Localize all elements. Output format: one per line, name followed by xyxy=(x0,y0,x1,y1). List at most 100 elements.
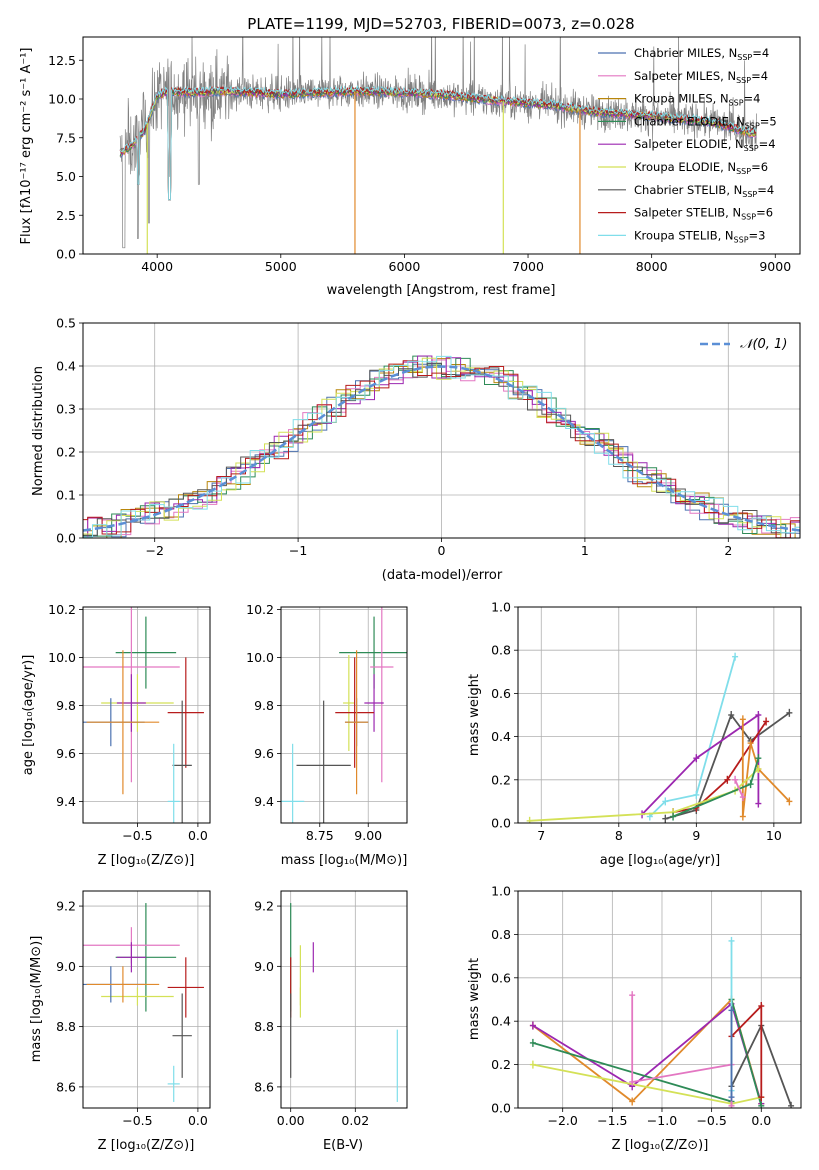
massweight-vs-age-y-tick-label: 1.0 xyxy=(491,600,511,615)
mass-weight-vs-metallicity-ylabel: mass weight xyxy=(467,958,482,1040)
age-vs-mass-y-tick-label: 9.4 xyxy=(254,794,274,809)
spectrum-legend-subscript: SSP xyxy=(736,167,751,176)
spectrum-plot-area: 4000 5000 6000 7000 8000 9000 0.0 2.5 5.0 7.5 10.0… xyxy=(48,36,801,274)
massweight-vs-Z-y-tick-label: 0.0 xyxy=(491,1101,511,1116)
spectrum-x-tick-label: 7000 xyxy=(512,259,544,274)
spectrum-legend-subscript: SSP xyxy=(745,121,760,130)
age-vs-mass-y-tick-label: 10.2 xyxy=(246,602,274,617)
age-vs-Z-frame xyxy=(82,606,211,824)
spectrum-legend-name: Salpeter MILES, N xyxy=(634,69,736,83)
mass-vs-Z-y-tick-label: 8.8 xyxy=(56,1019,76,1034)
spectrum-frame xyxy=(82,36,801,255)
residuals-y-tick-label: 0.2 xyxy=(56,445,76,460)
spectrum-x-tick-label: 4000 xyxy=(141,259,173,274)
residuals-y-tick-label: 0.4 xyxy=(56,359,76,374)
residuals-plot-area: −2 −1 0 1 2 0.0 0.1 0.2 0.3 0.4 0.5 xyxy=(56,316,801,558)
spectrum-y-tick-label: 2.5 xyxy=(56,208,76,223)
massweight-vs-Z-x-tick-label: −2.0 xyxy=(548,1113,578,1128)
massweight-vs-Z-y-tick-label: 0.2 xyxy=(491,1057,511,1072)
residuals-panel: −2 −1 0 1 2 0.0 0.1 0.2 0.3 0.4 0.5 (data-model)/e… xyxy=(31,316,801,583)
massweight-vs-age-x-tick-label: 9 xyxy=(692,828,700,843)
mass-vs-reddening-xlabel: E(B-V) xyxy=(323,1138,363,1153)
mass-vs-reddening-panel: 0.00 0.02 8.6 8.8 9.0 9.2 E(B-V) xyxy=(254,890,408,1153)
massweight-vs-Z-x-tick-label: −0.5 xyxy=(696,1113,726,1128)
massweight-vs-age-y-tick-label: 0.8 xyxy=(491,643,511,658)
age-vs-Z-y-tick-label: 9.6 xyxy=(56,746,76,761)
massweight-vs-age-frame xyxy=(517,606,802,824)
age-vs-Z-y-tick-label: 9.4 xyxy=(56,794,76,809)
mass-vs-EBV-y-tick-label: 8.8 xyxy=(254,1019,274,1034)
spectrum-legend-suffix: =4 xyxy=(751,69,768,83)
spectrum-x-tick-label: 9000 xyxy=(759,259,791,274)
massweight-vs-age-y-tick-label: 0.4 xyxy=(491,729,511,744)
spectrum-legend-label: Salpeter ELODIE, NSSP=4 xyxy=(634,137,776,153)
mass-weight-vs-age-ylabel: mass weight xyxy=(467,674,482,756)
residuals-xlabel: (data-model)/error xyxy=(382,568,503,583)
age-vs-mass-panel: 8.75 9.00 9.4 9.6 9.8 10.0 10.2 mass [log₁₀(M/… xyxy=(246,602,408,868)
age-vs-mass-frame xyxy=(280,606,408,824)
spectrum-y-tick-label: 5.0 xyxy=(56,169,76,184)
spectrum-legend-suffix: =4 xyxy=(759,137,776,151)
spectrum-legend-name: Kroupa ELODIE, N xyxy=(634,160,736,174)
residuals-x-tick-label: 2 xyxy=(724,543,732,558)
spectrum-legend-subscript: SSP xyxy=(729,99,744,108)
mass-vs-Z-y-tick-label: 9.2 xyxy=(56,899,76,914)
mass-weight-vs-age-panel: 7 8 9 10 0.0 0.2 0.4 0.6 0.8 1.0 age [log₁₀(age/y… xyxy=(467,600,802,868)
age-vs-metallicity-panel: −0.5 0.0 9.4 9.6 9.8 10.0 10.2 Z [log₁₀(Z/Z⊙)]… xyxy=(21,602,211,868)
massweight-vs-Z-x-tick-label: −1.5 xyxy=(597,1113,627,1128)
mass-vs-Z-x-tick-label: −0.5 xyxy=(122,1113,152,1128)
massweight-vs-Z-marks xyxy=(529,936,795,1108)
residuals-marks xyxy=(83,355,800,538)
spectrum-legend-name: Kroupa MILES, N xyxy=(634,92,729,106)
spectrum-legend-label: Kroupa ELODIE, NSSP=6 xyxy=(634,160,768,176)
mass-weight-vs-age-plot-area: 7 8 9 10 0.0 0.2 0.4 0.6 0.8 1.0 xyxy=(491,600,802,843)
spectrum-x-tick-label: 6000 xyxy=(389,259,421,274)
spectrum-legend-label: Kroupa MILES, NSSP=4 xyxy=(634,92,760,108)
spectrum-y-tick-label: 0.0 xyxy=(56,247,76,262)
spectrum-panel: PLATE=1199, MJD=52703, FIBERID=0073, z=0… xyxy=(19,15,801,298)
age-vs-mass-plot-area: 8.75 9.00 9.4 9.6 9.8 10.0 10.2 xyxy=(246,602,408,843)
spectrum-legend-name: Chabrier MILES, N xyxy=(634,46,737,60)
spectrum-legend-suffix: =6 xyxy=(756,206,773,220)
age-vs-mass-x-tick-label: 8.75 xyxy=(306,828,334,843)
massweight-vs-Z-y-tick-label: 0.8 xyxy=(491,927,511,942)
mass-vs-metallicity-ylabel: mass [log₁₀(M/M⊙)] xyxy=(29,936,44,1063)
age-vs-Z-y-tick-label: 10.0 xyxy=(48,650,76,665)
spectrum-legend-name: Kroupa STELIB, N xyxy=(634,228,734,242)
massweight-vs-age-series-line xyxy=(734,779,744,798)
massweight-vs-age-marks xyxy=(526,652,793,823)
massweight-vs-age-y-tick-label: 0.6 xyxy=(491,686,511,701)
age-vs-mass-xlabel: mass [log₁₀(M/M⊙)] xyxy=(281,853,408,868)
age-vs-metallicity-ylabel: age [log₁₀(age/yr)] xyxy=(21,655,36,776)
massweight-vs-Z-y-tick-label: 0.6 xyxy=(491,970,511,985)
spectrum-x-tick-label: 8000 xyxy=(636,259,668,274)
spectrum-legend-subscript: SSP xyxy=(744,144,759,153)
spectrum-x-tick-label: 5000 xyxy=(265,259,297,274)
spectrum-legend-subscript: SSP xyxy=(734,235,749,244)
spectrum-legend-suffix: =4 xyxy=(757,183,774,197)
spectrum-model-line xyxy=(119,84,757,201)
spectrum-legend-label: Chabrier ELODIE, NSSP=5 xyxy=(634,114,777,130)
age-vs-metallicity-plot-area: −0.5 0.0 9.4 9.6 9.8 10.0 10.2 xyxy=(48,602,211,843)
mass-vs-Z-frame xyxy=(82,890,211,1109)
mass-vs-Z-y-tick-label: 9.0 xyxy=(56,959,76,974)
residuals-x-tick-label: 0 xyxy=(438,543,446,558)
mass-vs-Z-marks xyxy=(83,903,204,1102)
residuals-y-tick-label: 0.3 xyxy=(56,402,76,417)
spectrum-legend-label: Chabrier MILES, NSSP=4 xyxy=(634,46,769,62)
spectrum-legend-name: Salpeter STELIB, N xyxy=(634,206,741,220)
mass-vs-Z-x-tick-label: 0.0 xyxy=(188,1113,208,1128)
residuals-x-tick-label: −2 xyxy=(145,543,163,558)
age-vs-mass-y-tick-label: 9.6 xyxy=(254,746,274,761)
age-vs-mass-x-tick-label: 9.00 xyxy=(354,828,382,843)
spectrum-legend-label: Chabrier STELIB, NSSP=4 xyxy=(634,183,774,199)
age-vs-mass-marks xyxy=(281,607,407,823)
massweight-vs-Z-y-tick-label: 0.4 xyxy=(491,1014,511,1029)
massweight-vs-age-series-line xyxy=(672,721,767,814)
mass-vs-metallicity-plot-area: −0.5 0.0 8.6 8.8 9.0 9.2 xyxy=(56,890,211,1128)
age-vs-Z-y-tick-label: 9.8 xyxy=(56,698,76,713)
spectrum-marks xyxy=(119,37,757,254)
massweight-vs-age-x-tick-label: 8 xyxy=(615,828,623,843)
